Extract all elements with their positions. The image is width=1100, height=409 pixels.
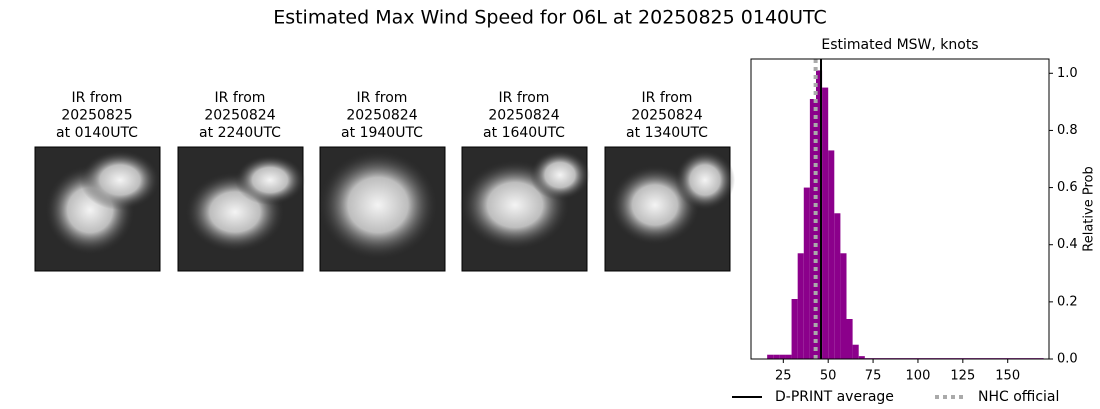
x-tick-label: 75 xyxy=(865,369,882,384)
x-tick-label: 125 xyxy=(950,369,975,384)
ir-cloud xyxy=(318,150,438,260)
bar xyxy=(815,70,823,359)
panel-title: 20250825 xyxy=(61,108,132,124)
panel-title: 20250824 xyxy=(488,108,559,124)
bar xyxy=(809,99,816,359)
panel-title: 20250824 xyxy=(631,108,702,124)
legend-label: D-PRINT average xyxy=(775,389,894,405)
y-tick-label: 0.4 xyxy=(1057,237,1078,252)
bar xyxy=(846,319,853,359)
bar xyxy=(840,253,847,359)
ir-cloud xyxy=(530,150,590,200)
legend-label: NHC official xyxy=(978,389,1059,405)
bar xyxy=(779,354,786,359)
x-tick-label: 150 xyxy=(995,369,1020,384)
y-tick-label: 0.6 xyxy=(1057,180,1078,195)
y-axis-label: Relative Prob xyxy=(1082,166,1097,251)
panel-title: 20250824 xyxy=(204,108,275,124)
bar xyxy=(767,354,774,359)
panel-title: at 1940UTC xyxy=(341,125,423,141)
bar xyxy=(791,299,798,359)
panel-title: at 2240UTC xyxy=(199,125,281,141)
panel-title: 20250824 xyxy=(346,108,417,124)
panel-title: IR from xyxy=(499,90,550,106)
x-tick-label: 100 xyxy=(906,369,931,384)
panel-title: IR from xyxy=(215,90,266,106)
panel-title: at 0140UTC xyxy=(56,125,138,141)
y-tick-label: 0.0 xyxy=(1057,352,1078,367)
bar xyxy=(797,253,804,359)
y-tick-label: 1.0 xyxy=(1057,66,1078,81)
ir-cloud xyxy=(80,150,160,210)
bar xyxy=(773,354,780,359)
figure-title: Estimated Max Wind Speed for 06L at 2025… xyxy=(273,7,827,29)
x-tick-label: 25 xyxy=(775,369,792,384)
bar xyxy=(834,213,841,359)
bar xyxy=(828,150,835,359)
bar xyxy=(803,187,810,359)
panel-title: IR from xyxy=(357,90,408,106)
bar xyxy=(822,87,829,360)
chart-title: Estimated MSW, knots xyxy=(821,37,978,53)
plot-frame xyxy=(750,58,1050,360)
y-tick-label: 0.2 xyxy=(1057,294,1078,309)
y-tick-label: 0.8 xyxy=(1057,123,1078,138)
ir-cloud xyxy=(235,155,305,205)
bar xyxy=(785,354,792,359)
panel-title: IR from xyxy=(72,90,123,106)
bar xyxy=(852,344,859,359)
x-tick-label: 50 xyxy=(820,369,837,384)
bar xyxy=(858,356,865,359)
panel-title: IR from xyxy=(642,90,693,106)
panel-title: at 1340UTC xyxy=(626,125,708,141)
ir-images xyxy=(34,146,735,272)
ir-cloud xyxy=(675,150,735,210)
panel-title: at 1640UTC xyxy=(483,125,565,141)
